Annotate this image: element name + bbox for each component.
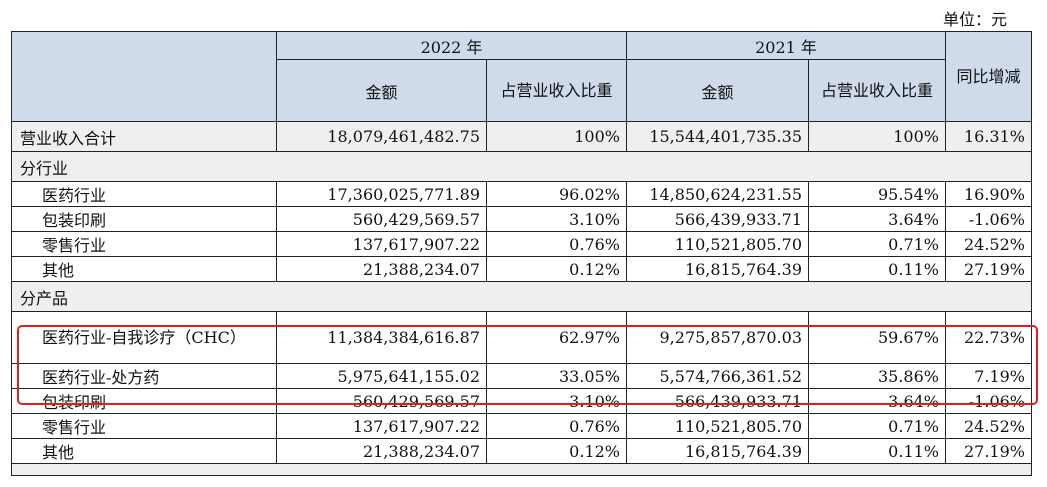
total-share-2022: 100%	[486, 121, 627, 152]
header-year-2021: 2021 年	[626, 31, 946, 60]
row-label: 医药行业-自我诊疗（CHC）	[11, 311, 277, 364]
share-2022: 0.76%	[486, 413, 627, 439]
row-label: 零售行业	[11, 413, 277, 439]
yoy-change: 24.52%	[945, 413, 1032, 439]
amount-2022: 5,975,641,155.02	[276, 363, 487, 389]
yoy-change: 16.90%	[945, 181, 1032, 207]
share-2021: 3.64%	[808, 206, 946, 232]
revenue-table: 2022 年 2021 年 同比增减 金额 占营业收入比重 金额 占营业收入比重…	[11, 31, 1032, 476]
row-label: 其他	[11, 438, 277, 464]
total-label: 营业收入合计	[11, 121, 277, 152]
total-yoy: 16.31%	[945, 121, 1032, 152]
table-row: 医药行业-自我诊疗（CHC） 11,384,384,616.87 62.97% …	[11, 311, 1032, 364]
section-title: 分产品	[11, 281, 1032, 312]
table-row: 零售行业 137,617,907.22 0.76% 110,521,805.70…	[11, 413, 1032, 439]
amount-2021: 16,815,764.39	[626, 256, 809, 282]
total-share-2021: 100%	[808, 121, 946, 152]
row-label: 医药行业-处方药	[11, 363, 277, 389]
yoy-change: 7.19%	[945, 363, 1032, 389]
amount-2021: 110,521,805.70	[626, 413, 809, 439]
amount-2021: 566,439,933.71	[626, 206, 809, 232]
yoy-change: 27.19%	[945, 256, 1032, 282]
amount-2021: 9,275,857,870.03	[626, 311, 809, 364]
row-label: 包装印刷	[11, 206, 277, 232]
amount-2022: 560,429,569.57	[276, 388, 487, 414]
section-header-industry: 分行业	[11, 151, 1032, 182]
header-blank	[11, 31, 277, 122]
footer-cell	[11, 463, 1032, 476]
amount-2022: 560,429,569.57	[276, 206, 487, 232]
header-share-2022: 占营业收入比重	[486, 59, 627, 122]
header-amount-2021: 金额	[626, 59, 809, 122]
share-2022: 96.02%	[486, 181, 627, 207]
yoy-change: -1.06%	[945, 388, 1032, 414]
share-2021: 0.71%	[808, 231, 946, 257]
row-label: 包装印刷	[11, 388, 277, 414]
row-label: 零售行业	[11, 231, 277, 257]
share-2021: 0.11%	[808, 256, 946, 282]
amount-2021: 110,521,805.70	[626, 231, 809, 257]
section-title: 分行业	[11, 151, 1032, 182]
share-2022: 62.97%	[486, 311, 627, 364]
share-2022: 33.05%	[486, 363, 627, 389]
share-2022: 3.10%	[486, 388, 627, 414]
header-year-2022: 2022 年	[276, 31, 627, 60]
total-amount-2022: 18,079,461,482.75	[276, 121, 487, 152]
table-row: 其他 21,388,234.07 0.12% 16,815,764.39 0.1…	[11, 438, 1032, 464]
amount-2022: 137,617,907.22	[276, 413, 487, 439]
yoy-change: 22.73%	[945, 311, 1032, 364]
share-2022: 0.12%	[486, 256, 627, 282]
yoy-change: 24.52%	[945, 231, 1032, 257]
share-2022: 0.76%	[486, 231, 627, 257]
share-2021: 3.64%	[808, 388, 946, 414]
amount-2022: 21,388,234.07	[276, 438, 487, 464]
table-row: 医药行业-处方药 5,975,641,155.02 33.05% 5,574,7…	[11, 363, 1032, 389]
table-footer-strip	[11, 463, 1032, 476]
header-share-2021: 占营业收入比重	[808, 59, 946, 122]
share-2022: 0.12%	[486, 438, 627, 464]
header-amount-2022: 金额	[276, 59, 487, 122]
total-row: 营业收入合计 18,079,461,482.75 100% 15,544,401…	[11, 121, 1032, 152]
table-row: 包装印刷 560,429,569.57 3.10% 566,439,933.71…	[11, 206, 1032, 232]
amount-2022: 17,360,025,771.89	[276, 181, 487, 207]
amount-2021: 566,439,933.71	[626, 388, 809, 414]
row-label: 其他	[11, 256, 277, 282]
table-row: 零售行业 137,617,907.22 0.76% 110,521,805.70…	[11, 231, 1032, 257]
row-label: 医药行业	[11, 181, 277, 207]
unit-label: 单位：元	[942, 10, 1007, 29]
amount-2022: 137,617,907.22	[276, 231, 487, 257]
header-yoy: 同比增减	[945, 31, 1032, 122]
amount-2022: 21,388,234.07	[276, 256, 487, 282]
yoy-change: -1.06%	[945, 206, 1032, 232]
amount-2022: 11,384,384,616.87	[276, 311, 487, 364]
amount-2021: 14,850,624,231.55	[626, 181, 809, 207]
table-row: 医药行业 17,360,025,771.89 96.02% 14,850,624…	[11, 181, 1032, 207]
share-2021: 95.54%	[808, 181, 946, 207]
share-2021: 35.86%	[808, 363, 946, 389]
table-row: 包装印刷 560,429,569.57 3.10% 566,439,933.71…	[11, 388, 1032, 414]
share-2021: 59.67%	[808, 311, 946, 364]
amount-2021: 16,815,764.39	[626, 438, 809, 464]
total-amount-2021: 15,544,401,735.35	[626, 121, 809, 152]
table-row: 其他 21,388,234.07 0.12% 16,815,764.39 0.1…	[11, 256, 1032, 282]
share-2021: 0.11%	[808, 438, 946, 464]
yoy-change: 27.19%	[945, 438, 1032, 464]
section-header-product: 分产品	[11, 281, 1032, 312]
share-2022: 3.10%	[486, 206, 627, 232]
share-2021: 0.71%	[808, 413, 946, 439]
amount-2021: 5,574,766,361.52	[626, 363, 809, 389]
